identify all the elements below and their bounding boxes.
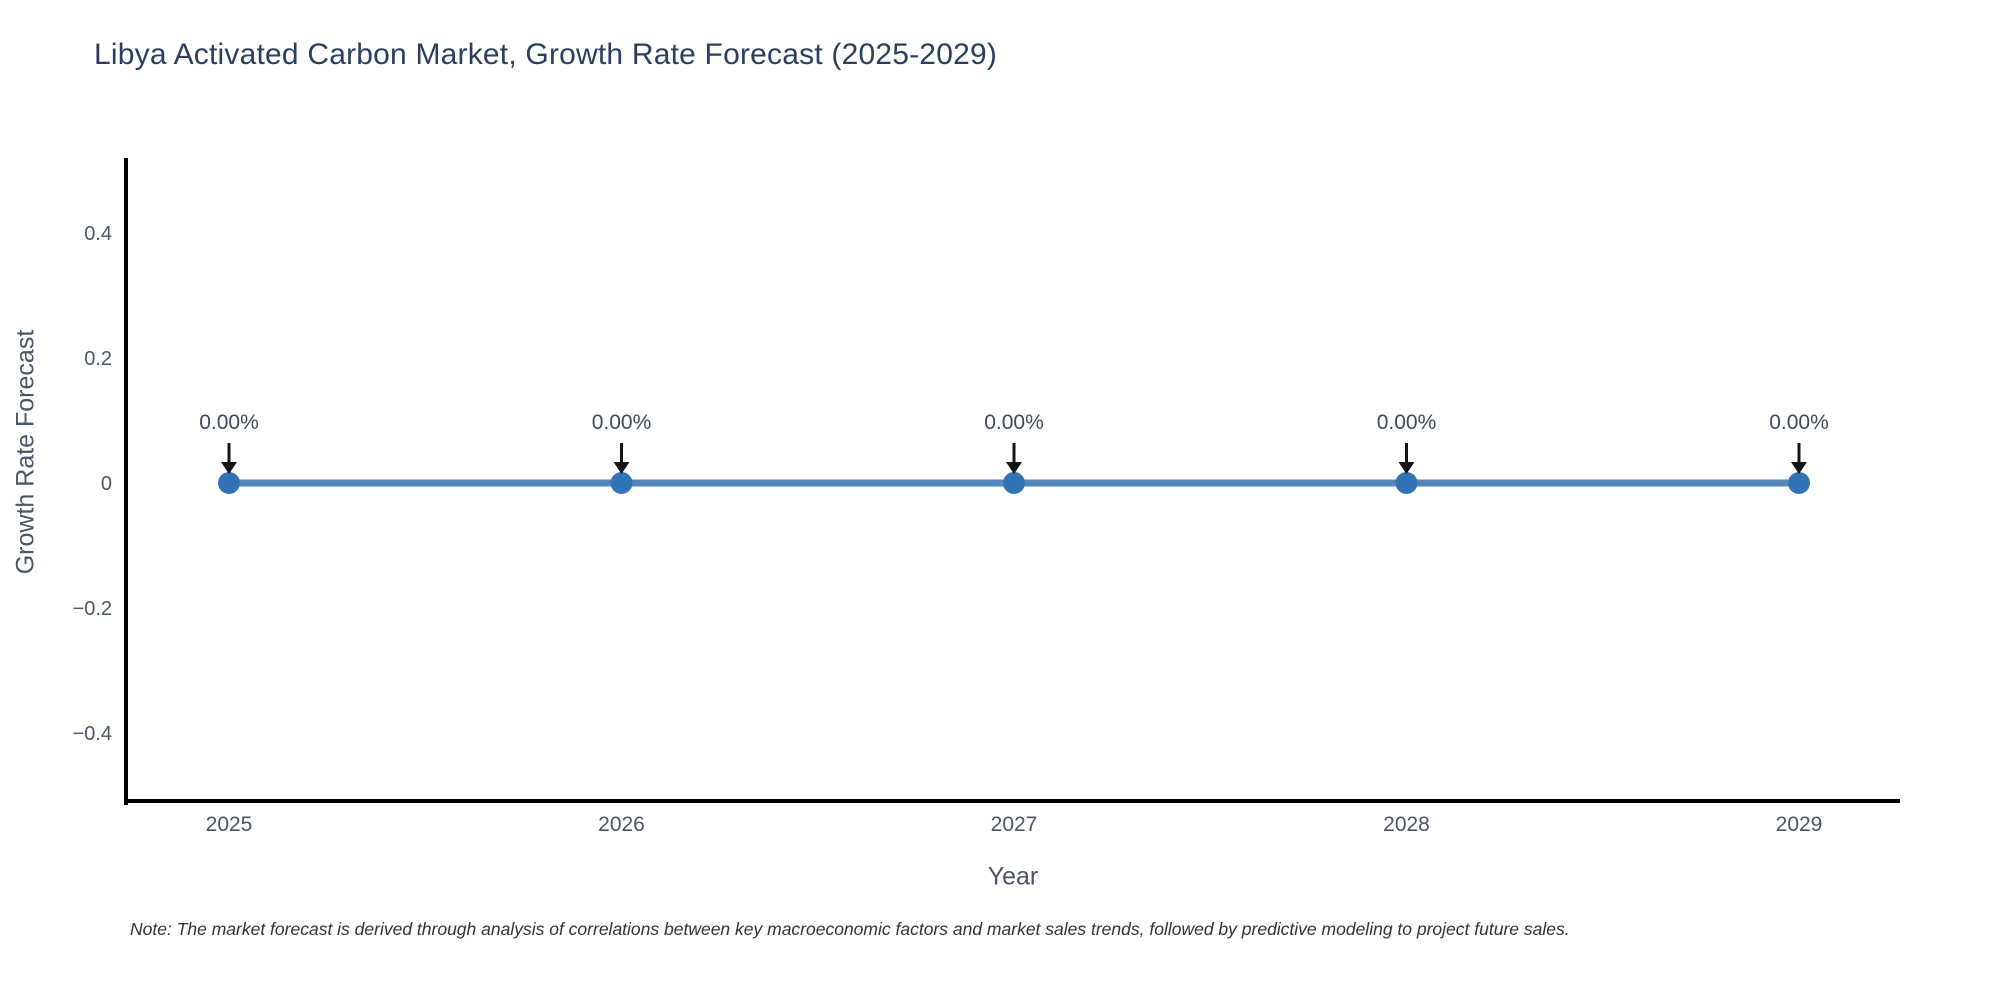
footnote: Note: The market forecast is derived thr… — [130, 919, 1570, 939]
annotation-arrowhead — [1398, 462, 1415, 474]
annotation-arrowhead — [1791, 462, 1807, 474]
x-axis-title: Year — [987, 862, 1039, 891]
annotation-label: 0.00% — [199, 411, 259, 434]
y-tick-label: 0.2 — [84, 348, 112, 370]
x-tick-label: 2027 — [991, 813, 1038, 836]
data-point-marker — [1003, 472, 1025, 494]
annotation-arrowhead — [1006, 462, 1022, 474]
annotation-label: 0.00% — [1769, 411, 1829, 434]
x-tick-label: 2029 — [1776, 813, 1823, 836]
x-tick-label: 2025 — [206, 813, 253, 836]
annotation-label: 0.00% — [984, 411, 1044, 434]
data-point-marker — [610, 472, 633, 494]
y-tick-label: 0 — [101, 473, 112, 495]
y-tick-label: 0.4 — [84, 223, 112, 245]
data-point-marker — [1788, 472, 1810, 494]
x-tick-label: 2026 — [598, 813, 645, 836]
annotation-label: 0.00% — [592, 411, 652, 434]
chart-title: Libya Activated Carbon Market, Growth Ra… — [94, 38, 998, 71]
annotation-arrowhead — [221, 462, 237, 474]
data-point-marker — [218, 472, 240, 494]
x-tick-label: 2028 — [1383, 813, 1430, 836]
y-tick-label: −0.2 — [73, 598, 112, 620]
y-tick-label: −0.4 — [73, 723, 112, 745]
data-point-marker — [1395, 472, 1418, 494]
annotation-label: 0.00% — [1377, 411, 1437, 434]
annotation-arrowhead — [613, 462, 630, 474]
